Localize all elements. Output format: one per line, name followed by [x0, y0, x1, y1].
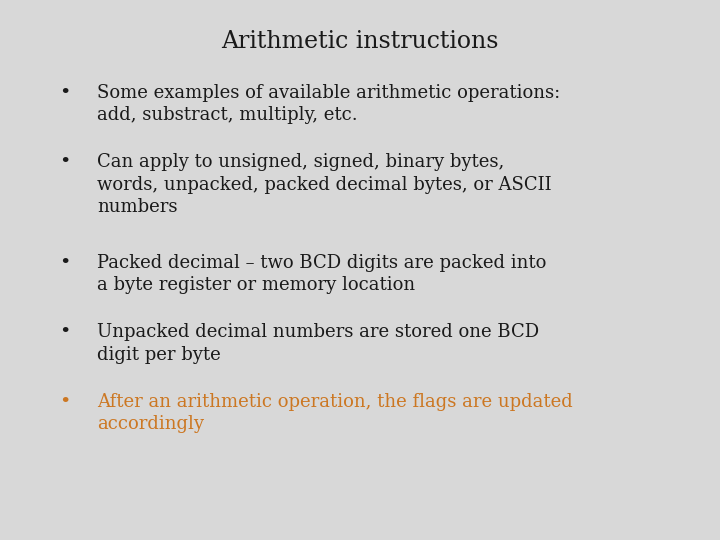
Text: Unpacked decimal numbers are stored one BCD
digit per byte: Unpacked decimal numbers are stored one …	[97, 323, 539, 363]
Text: •: •	[59, 153, 71, 171]
Text: Packed decimal – two BCD digits are packed into
a byte register or memory locati: Packed decimal – two BCD digits are pack…	[97, 254, 546, 294]
Text: •: •	[59, 84, 71, 102]
Text: •: •	[59, 323, 71, 341]
Text: Arithmetic instructions: Arithmetic instructions	[221, 30, 499, 53]
Text: After an arithmetic operation, the flags are updated
accordingly: After an arithmetic operation, the flags…	[97, 393, 573, 433]
Text: Some examples of available arithmetic operations:
add, substract, multiply, etc.: Some examples of available arithmetic op…	[97, 84, 560, 124]
Text: •: •	[59, 393, 71, 411]
Text: •: •	[59, 254, 71, 272]
Text: Can apply to unsigned, signed, binary bytes,
words, unpacked, packed decimal byt: Can apply to unsigned, signed, binary by…	[97, 153, 552, 216]
